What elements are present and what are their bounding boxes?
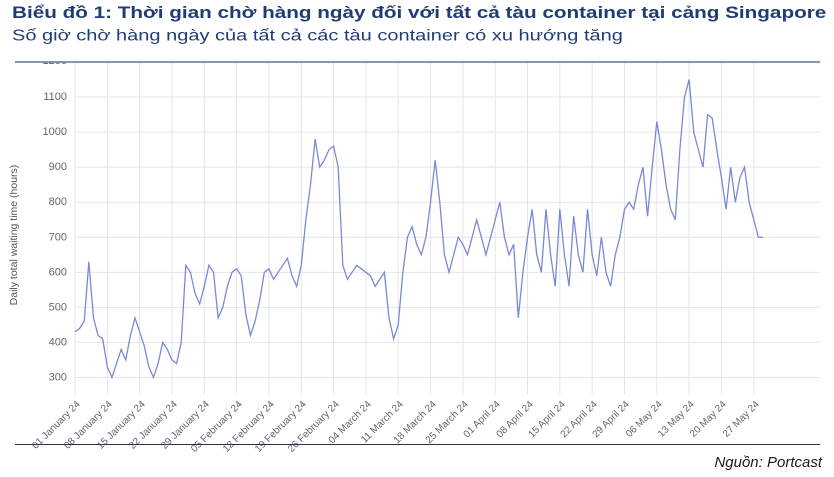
svg-text:400: 400 — [49, 336, 67, 348]
svg-text:1200: 1200 — [43, 55, 67, 67]
svg-text:300: 300 — [49, 371, 67, 383]
svg-text:500: 500 — [49, 301, 67, 313]
svg-text:900: 900 — [49, 161, 67, 173]
svg-text:600: 600 — [49, 266, 67, 278]
svg-text:1100: 1100 — [43, 91, 67, 103]
svg-text:700: 700 — [49, 231, 67, 243]
svg-text:800: 800 — [49, 196, 67, 208]
svg-text:1000: 1000 — [43, 126, 67, 138]
